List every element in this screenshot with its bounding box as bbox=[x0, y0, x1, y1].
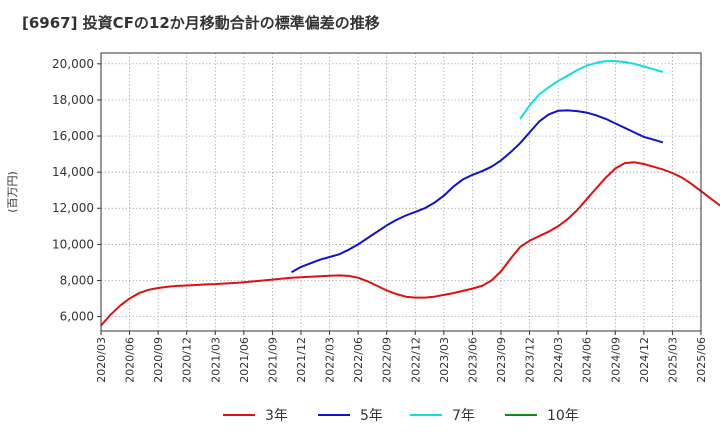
x-tick-label: 2022/06 bbox=[352, 337, 365, 383]
x-tick-label: 2021/12 bbox=[295, 337, 308, 383]
y-tick-label: 14,000 bbox=[52, 165, 94, 179]
series-lines bbox=[100, 60, 720, 327]
x-tick-label: 2020/12 bbox=[181, 337, 194, 383]
y-tick-label: 8,000 bbox=[60, 273, 94, 287]
chart-title: [6967] 投資CFの12か月移動合計の標準偏差の推移 bbox=[22, 14, 380, 32]
y-tick-label: 20,000 bbox=[52, 57, 94, 71]
y-tick-label: 10,000 bbox=[52, 237, 94, 251]
y-tick-label: 12,000 bbox=[52, 201, 94, 215]
x-tick-label: 2025/03 bbox=[666, 337, 679, 383]
y-tick-label: 16,000 bbox=[52, 129, 94, 143]
plot-area-frame bbox=[100, 52, 702, 332]
x-tick-label: 2025/06 bbox=[695, 337, 708, 383]
x-tick-label: 2020/03 bbox=[95, 337, 108, 383]
legend-label: 10年 bbox=[547, 408, 579, 424]
x-tick-label: 2021/09 bbox=[266, 337, 279, 383]
grid bbox=[100, 53, 702, 331]
y-axis-label: (百万円) bbox=[6, 171, 19, 213]
x-tick-label: 2024/09 bbox=[609, 337, 622, 383]
x-tick-label: 2024/12 bbox=[638, 337, 651, 383]
y-tick-label: 18,000 bbox=[52, 93, 94, 107]
x-tick-label: 2023/06 bbox=[466, 337, 479, 383]
y-axis: 6,000 8,000 10,000 12,000 14,000 16,000 18,000… bbox=[52, 57, 101, 324]
x-tick-label: 2023/03 bbox=[438, 337, 451, 383]
x-tick-label: 2022/03 bbox=[324, 337, 337, 383]
legend-label: 3年 bbox=[265, 408, 288, 424]
series-line-7年 bbox=[519, 60, 664, 120]
legend-label: 5年 bbox=[360, 408, 383, 424]
series-line-3年 bbox=[100, 161, 720, 327]
x-tick-label: 2022/09 bbox=[381, 337, 394, 383]
x-tick-label: 2021/06 bbox=[238, 337, 251, 383]
x-tick-label: 2023/12 bbox=[524, 337, 537, 383]
series-line-5年 bbox=[291, 109, 664, 274]
x-axis: 2020/03 2020/06 2020/09 2020/12 2021/03 2021/… bbox=[95, 331, 708, 383]
x-tick-label: 2022/12 bbox=[409, 337, 422, 383]
y-tick-label: 6,000 bbox=[60, 310, 94, 324]
x-tick-label: 2024/03 bbox=[552, 337, 565, 383]
x-tick-label: 2020/06 bbox=[124, 337, 137, 383]
legend: 3年 5年 7年 10年 bbox=[223, 408, 579, 424]
x-tick-label: 2023/09 bbox=[495, 337, 508, 383]
legend-label: 7年 bbox=[452, 408, 475, 424]
x-tick-label: 2020/09 bbox=[152, 337, 165, 383]
x-tick-label: 2021/03 bbox=[209, 337, 222, 383]
x-tick-label: 2024/06 bbox=[581, 337, 594, 383]
